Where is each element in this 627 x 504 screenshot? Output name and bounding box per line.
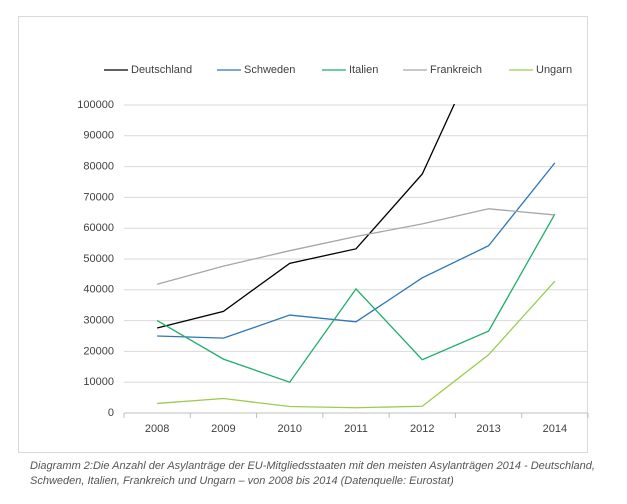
y-tick-label: 60000 [83, 222, 114, 234]
y-tick-label: 30000 [83, 315, 114, 327]
series-line [156, 213, 556, 383]
y-tick-label: 20000 [83, 345, 114, 357]
y-tick-label: 90000 [83, 130, 114, 142]
x-tick-label: 2013 [476, 423, 500, 435]
caption: Diagramm 2:Die Anzahl der Asylanträge de… [30, 460, 595, 487]
x-tick-label: 2012 [410, 423, 434, 435]
y-tick-label: 80000 [83, 161, 114, 173]
series-line [156, 208, 555, 285]
legend-label: Frankreich [430, 64, 482, 76]
y-tick-label: 40000 [83, 284, 114, 296]
legend-label: Schweden [244, 64, 295, 76]
series-line [157, 280, 556, 409]
series-line [156, 104, 456, 329]
x-tick-label: 2008 [145, 423, 169, 435]
chart: 0 10000 20000 30000 40000 50000 60000 70000 8000… [18, 16, 589, 453]
chart-border [18, 16, 588, 453]
x-tick-label: 2009 [211, 423, 235, 435]
series-line [157, 162, 556, 339]
y-tick-label: 10000 [83, 376, 114, 388]
x-tick-label: 2011 [344, 423, 368, 435]
legend-label: Deutschland [131, 64, 192, 76]
y-tick-label: 70000 [83, 191, 114, 203]
legend-label: Italien [349, 64, 378, 76]
legend-label: Ungarn [536, 64, 572, 76]
x-tick-label: 2010 [277, 423, 301, 435]
y-tick-label: 0 [108, 407, 114, 419]
y-tick-label: 100000 [77, 99, 114, 111]
y-tick-label: 50000 [83, 253, 114, 265]
x-tick-label: 2014 [543, 423, 567, 435]
